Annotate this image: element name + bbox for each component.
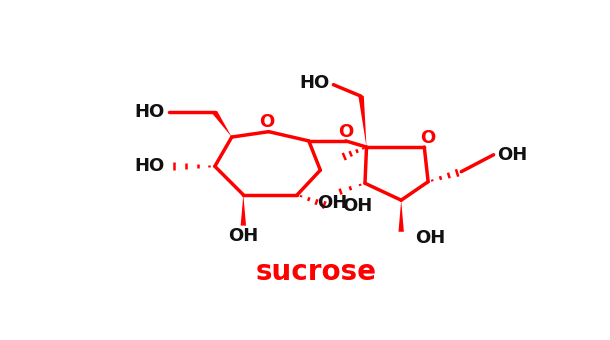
Polygon shape [359,96,367,147]
Text: HO: HO [135,157,165,175]
Polygon shape [240,195,246,226]
Text: sucrose: sucrose [256,258,377,286]
Text: O: O [420,129,435,147]
Polygon shape [398,200,404,232]
Text: HO: HO [135,103,165,121]
Text: OH: OH [317,193,347,211]
Text: OH: OH [228,227,259,245]
Polygon shape [213,111,232,137]
Text: OH: OH [497,146,528,164]
Text: O: O [338,123,353,141]
Text: O: O [260,114,275,132]
Text: OH: OH [342,197,372,215]
Text: OH: OH [415,229,445,247]
Text: HO: HO [300,74,329,92]
